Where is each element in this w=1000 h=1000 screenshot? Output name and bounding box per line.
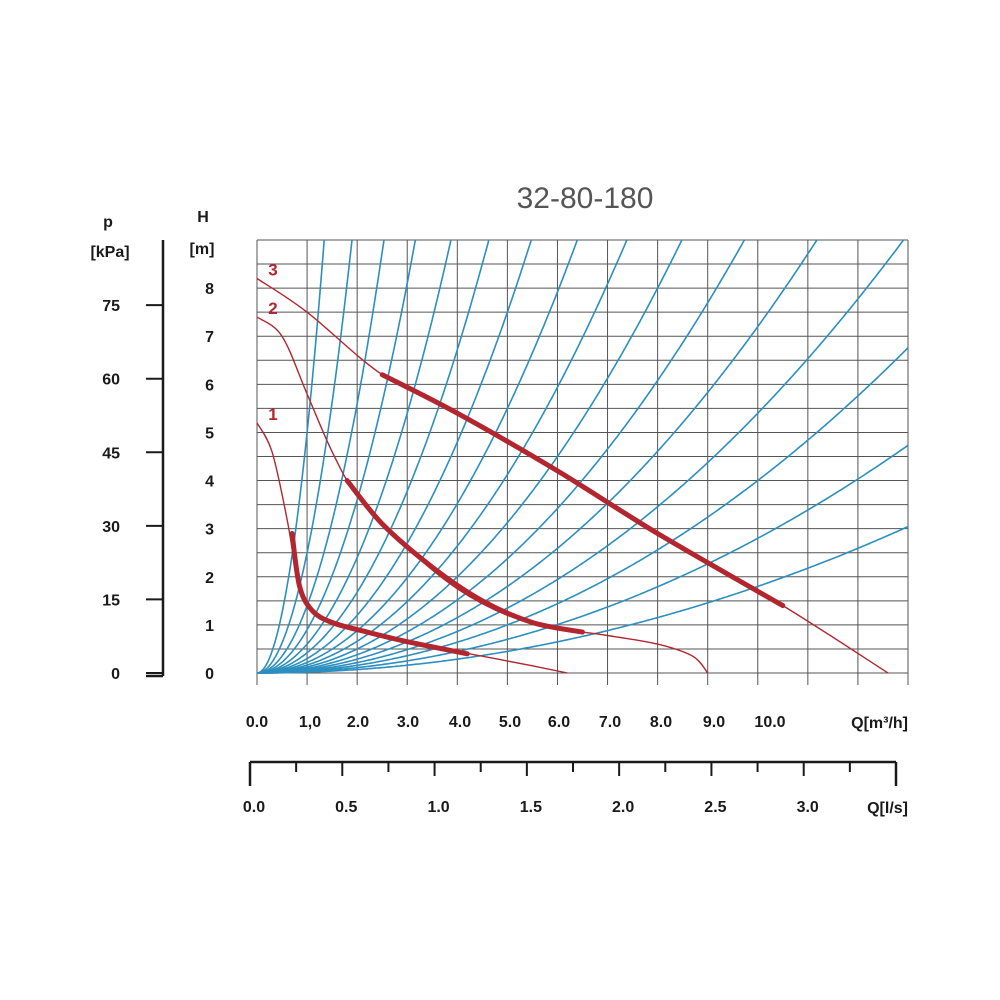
x-secondary-tick-label: 3.0 (797, 799, 819, 816)
x-main-tick-label: 2.0 (347, 714, 369, 731)
pump-curve-2 (256, 316, 709, 674)
y-main-tick-label: 4 (205, 474, 214, 491)
x-main-tick-label: 10.0 (754, 714, 785, 731)
y-main-tick-label: 0 (205, 666, 214, 683)
x-main-tick-label: 0.0 (246, 714, 268, 731)
y-left-tick-label: 75 (102, 298, 120, 315)
x-main-tick-label: 8.0 (650, 714, 672, 731)
system-curve (256, 239, 353, 674)
system-curve (257, 239, 905, 674)
system-curve (257, 239, 628, 674)
y-main-tick-label: 8 (205, 281, 214, 298)
system-curve (257, 239, 818, 674)
y-left-tick-label: 15 (102, 592, 120, 609)
system-curve (257, 239, 533, 674)
pump-curve-label-2: 2 (268, 299, 277, 318)
x-secondary-axis-label: Q[l/s] (867, 800, 908, 817)
pump-curve-3-operating-range (379, 372, 786, 609)
y-main-tick-label: 1 (205, 618, 214, 635)
system-curve (256, 239, 452, 674)
x-main-tick-label: 9.0 (703, 714, 725, 731)
system-curve (257, 239, 579, 674)
y-main-axis-unit: [m] (190, 241, 215, 258)
pump-curve-label-1: 1 (268, 405, 277, 424)
system-curve (256, 239, 417, 674)
x-secondary-tick-label: 1.5 (520, 799, 542, 816)
system-curve (257, 347, 909, 674)
x-main-tick-label: 5.0 (499, 714, 521, 731)
system-curve (257, 239, 683, 674)
system-curve (257, 239, 746, 674)
pump-curve-3 (256, 277, 889, 674)
system-curve (256, 239, 385, 674)
system-curve (256, 239, 325, 674)
y-left-axis-name: p (103, 214, 113, 231)
system-curve (257, 525, 909, 674)
y-main-tick-label: 7 (205, 329, 214, 346)
x-secondary-tick-label: 2.5 (704, 799, 726, 816)
x-main-axis-label: Q[m³/h] (851, 715, 908, 732)
y-main-tick-label: 3 (205, 522, 214, 539)
x-secondary-tick-label: 0.5 (335, 799, 357, 816)
y-left-tick-label: 45 (102, 445, 120, 462)
y-left-tick-label: 0 (111, 666, 120, 683)
system-curve (256, 239, 490, 674)
system-curves-layer (256, 239, 909, 674)
x-secondary-tick-label: 1.0 (427, 799, 449, 816)
y-left-tick-label: 60 (102, 372, 120, 389)
y-left-axis-unit: [kPa] (90, 244, 129, 261)
y-left-tick-label: 30 (102, 519, 120, 536)
pump-curves-layer: 1 2 3 (256, 260, 889, 674)
x-main-tick-label: 6.0 (548, 714, 570, 731)
x-secondary-tick-label: 2.0 (612, 799, 634, 816)
pump-curve-label-3: 3 (268, 260, 277, 279)
chart-title: 32-80-180 (517, 182, 654, 215)
x-main-tick-label: 4.0 (449, 714, 471, 731)
y-main-tick-label: 6 (205, 377, 214, 394)
x-main-tick-label: 7.0 (599, 714, 621, 731)
x-secondary-tick-label: 0.0 (243, 799, 265, 816)
x-main-tick-label: 1,0 (299, 714, 321, 731)
pump-curve-2-operating-range (344, 478, 585, 635)
system-curve (257, 444, 909, 674)
y-main-tick-label: 2 (205, 570, 214, 587)
y-main-tick-label: 5 (205, 425, 214, 442)
x-main-tick-label: 3.0 (397, 714, 419, 731)
y-main-axis-name: H (197, 209, 209, 226)
pump-curve-1-operating-range (289, 531, 470, 657)
